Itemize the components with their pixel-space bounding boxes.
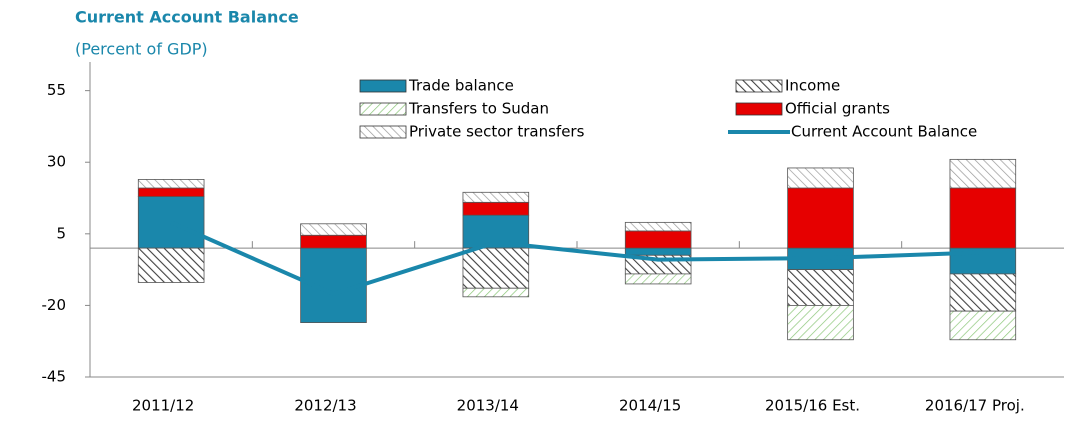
y-tick-label: -45	[42, 368, 67, 386]
bar	[462, 201, 530, 216]
legend-label: Current Account Balance	[791, 123, 977, 141]
chart-subtitle: (Percent of GDP)	[75, 40, 208, 59]
bar	[787, 187, 854, 249]
legend-label: Trade balance	[408, 77, 514, 95]
legend-swatch	[359, 125, 407, 139]
legend-swatch	[359, 79, 407, 93]
legend-label: Private sector transfers	[409, 123, 585, 141]
bar	[300, 234, 367, 249]
y-tick-label: 30	[47, 153, 66, 171]
y-tick-label: -20	[42, 296, 67, 314]
x-tick-label: 2013/14	[457, 397, 519, 415]
bar	[624, 230, 692, 249]
bar	[787, 305, 854, 341]
legend-swatch	[735, 79, 783, 93]
y-tick-label: 55	[47, 81, 66, 99]
bar	[137, 247, 205, 283]
legend-label: Income	[785, 77, 840, 95]
bar	[462, 287, 530, 298]
bar	[787, 167, 854, 189]
bar	[462, 247, 530, 289]
y-tick-label: 5	[56, 224, 66, 242]
bar	[949, 187, 1017, 249]
chart-title: Current Account Balance	[75, 8, 299, 27]
bar	[137, 179, 205, 189]
bar	[949, 273, 1017, 312]
bar	[137, 187, 205, 197]
x-tick-label: 2015/16 Est.	[765, 397, 860, 415]
bar	[624, 247, 692, 256]
legend-swatch	[735, 102, 783, 116]
legend-label: Official grants	[785, 100, 890, 118]
bar	[787, 269, 854, 306]
bar	[462, 191, 530, 203]
x-tick-label: 2012/13	[294, 397, 356, 415]
bar	[949, 158, 1017, 189]
legend-swatch	[359, 102, 407, 116]
x-tick-label: 2014/15	[619, 397, 681, 415]
legend-label: Transfers to Sudan	[408, 100, 549, 118]
bar	[300, 223, 367, 236]
bar	[624, 221, 692, 232]
x-tick-label: 2011/12	[132, 397, 194, 415]
x-tick-label: 2016/17 Proj.	[925, 397, 1025, 415]
line-series	[170, 220, 983, 296]
bar	[624, 273, 692, 285]
bar	[949, 310, 1017, 341]
